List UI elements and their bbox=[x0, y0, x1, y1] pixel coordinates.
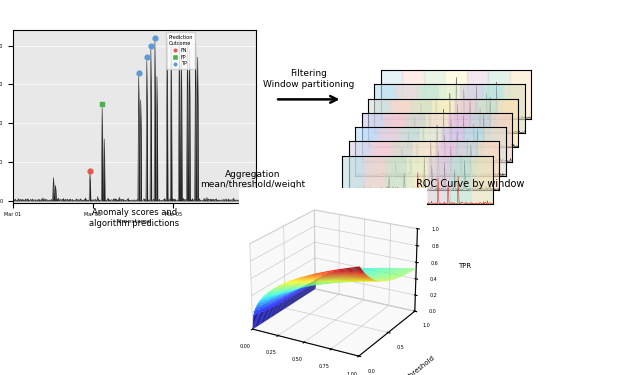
Bar bbox=[424, 70, 445, 119]
Bar bbox=[417, 84, 439, 133]
Bar bbox=[390, 99, 411, 147]
Bar bbox=[364, 156, 385, 204]
Bar bbox=[467, 70, 488, 119]
Bar bbox=[396, 84, 417, 133]
Bar bbox=[426, 113, 447, 162]
Bar bbox=[362, 113, 383, 162]
Bar bbox=[439, 84, 460, 133]
Bar bbox=[368, 99, 390, 147]
Bar bbox=[441, 127, 463, 176]
Bar bbox=[503, 84, 525, 133]
Point bbox=[146, 42, 156, 48]
Bar bbox=[383, 113, 404, 162]
Bar bbox=[488, 70, 509, 119]
Text: Filtering
Window partitioning: Filtering Window partitioning bbox=[263, 69, 354, 89]
Bar bbox=[403, 70, 424, 119]
Bar bbox=[413, 141, 435, 190]
Bar bbox=[342, 156, 364, 204]
Point bbox=[141, 54, 152, 60]
Point bbox=[97, 101, 108, 107]
Legend: FN, FP, TP: FN, FP, TP bbox=[166, 32, 195, 69]
Bar bbox=[371, 141, 392, 190]
Bar bbox=[456, 141, 477, 190]
Bar bbox=[355, 127, 377, 176]
Bar bbox=[482, 84, 503, 133]
Point bbox=[85, 168, 95, 174]
Bar bbox=[460, 84, 482, 133]
Bar bbox=[476, 99, 497, 147]
Bar bbox=[407, 156, 428, 204]
Text: ROC Curve by window: ROC Curve by window bbox=[416, 179, 525, 189]
Text: Aggregation
mean/threshold/weight: Aggregation mean/threshold/weight bbox=[200, 170, 305, 189]
Bar bbox=[484, 127, 506, 176]
Bar bbox=[377, 127, 398, 176]
Bar bbox=[349, 141, 371, 190]
Bar bbox=[411, 99, 433, 147]
Bar bbox=[497, 99, 518, 147]
Bar bbox=[420, 127, 441, 176]
Bar bbox=[374, 84, 396, 133]
Bar bbox=[463, 127, 484, 176]
Bar bbox=[469, 113, 490, 162]
Bar bbox=[490, 113, 512, 162]
Bar bbox=[392, 141, 413, 190]
Bar bbox=[385, 156, 407, 204]
Text: Anomaly scores and
algorithm predictions: Anomaly scores and algorithm predictions bbox=[90, 208, 179, 228]
Bar bbox=[433, 99, 454, 147]
Bar bbox=[428, 156, 450, 204]
Bar bbox=[447, 113, 469, 162]
Y-axis label: threshold: threshold bbox=[407, 354, 436, 375]
Bar bbox=[404, 113, 426, 162]
Bar bbox=[435, 141, 456, 190]
Bar bbox=[381, 70, 403, 119]
Point bbox=[150, 35, 160, 41]
Point bbox=[134, 70, 144, 76]
Bar bbox=[454, 99, 476, 147]
Bar bbox=[509, 70, 531, 119]
Bar bbox=[471, 156, 493, 204]
X-axis label: timestamp: timestamp bbox=[117, 219, 152, 224]
Bar bbox=[445, 70, 467, 119]
Bar bbox=[450, 156, 471, 204]
Bar bbox=[398, 127, 420, 176]
Bar bbox=[477, 141, 499, 190]
